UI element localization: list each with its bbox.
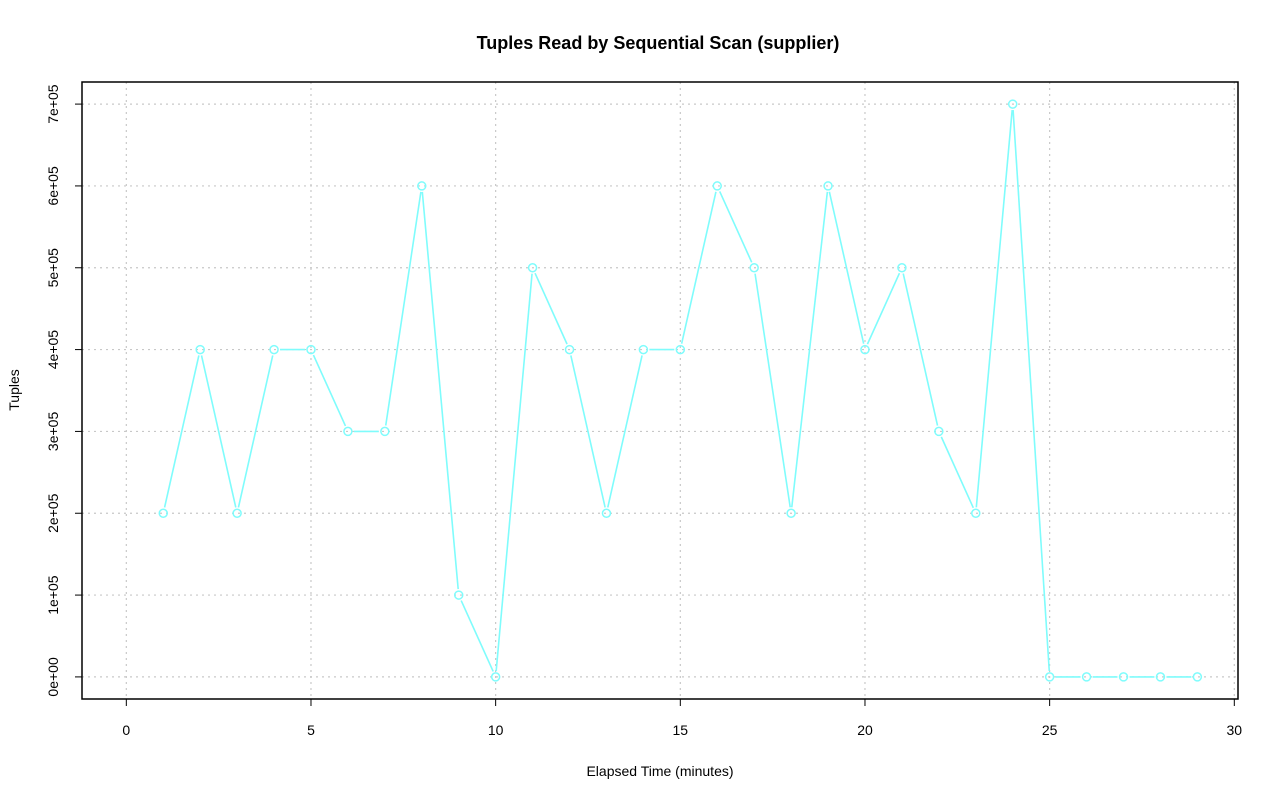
series-line-segment [460, 600, 494, 672]
data-point [1044, 672, 1055, 682]
y-tick-label: 6e+05 [45, 166, 61, 206]
data-point [269, 344, 279, 355]
series-line-segment [237, 355, 274, 508]
series-line-segment [312, 354, 347, 427]
series-line-segment [828, 191, 865, 344]
series-line-segment [570, 355, 606, 508]
x-tick-label: 25 [1042, 722, 1058, 738]
data-point [158, 508, 169, 518]
data-point [712, 181, 722, 191]
x-tick-label: 15 [673, 722, 689, 738]
data-point [860, 344, 870, 355]
series-line-segment [718, 191, 753, 263]
series-line-segment [534, 272, 568, 345]
data-point [749, 263, 759, 273]
data-point [786, 508, 796, 518]
data-point [1155, 672, 1166, 682]
data-point [195, 344, 205, 355]
data-point [380, 426, 390, 437]
series-line-segment [902, 273, 939, 426]
y-tick-label: 3e+05 [45, 412, 61, 452]
plot-frame [81, 81, 1239, 700]
series-line-segment [421, 191, 459, 590]
series-line-segment [495, 273, 533, 672]
data-point [490, 672, 501, 682]
data-point [675, 344, 686, 355]
x-tick-label: 20 [857, 722, 873, 738]
y-tick-label: 4e+05 [45, 330, 61, 370]
data-point [1118, 672, 1129, 682]
data-point [823, 181, 833, 191]
x-axis-label: Elapsed Time (minutes) [586, 763, 733, 779]
x-tick-label: 30 [1227, 722, 1243, 738]
series-line-segment [754, 273, 792, 508]
y-tick-label: 2e+05 [45, 493, 61, 533]
data-point [527, 263, 538, 273]
series-line-segment [1012, 110, 1051, 671]
x-tick-label: 0 [122, 722, 130, 738]
data-point [971, 508, 981, 518]
data-point [934, 426, 944, 437]
series-line-segment [384, 191, 422, 426]
series-line-segment [790, 191, 829, 508]
data-point [1081, 672, 1092, 682]
data-point [638, 344, 649, 355]
y-tick-label: 5e+05 [45, 248, 61, 288]
y-tick-label: 7e+05 [45, 84, 61, 124]
y-tick-label: 0e+00 [45, 657, 61, 697]
series-line-segment [940, 436, 975, 509]
data-point [1007, 99, 1018, 109]
data-point [306, 344, 316, 355]
grid-lines [82, 82, 1238, 699]
x-tick-label: 5 [307, 722, 315, 738]
data-point [453, 590, 464, 600]
series-line-segment [606, 355, 643, 508]
series-line-segment [866, 272, 901, 345]
series-line-segment [163, 355, 200, 508]
series-line-segment [975, 109, 1013, 508]
series-line-segment [680, 191, 717, 344]
series-line-segment [200, 355, 237, 508]
x-tick-label: 10 [488, 722, 504, 738]
data-point [601, 508, 612, 518]
chart-title: Tuples Read by Sequential Scan (supplier… [477, 33, 840, 53]
axes: 0 5 10 15 20 25 30 0e+00 1e+05 2e+05 3e+05 4e+05 5e+… [45, 84, 1242, 738]
data-point [897, 263, 907, 273]
y-tick-label: 1e+05 [45, 575, 61, 615]
data-point [564, 344, 575, 355]
data-point [232, 508, 242, 518]
y-axis-label: Tuples [6, 369, 22, 411]
data-point [1192, 672, 1203, 682]
data-point [417, 181, 427, 191]
series-line-group [158, 99, 1203, 682]
data-point [343, 426, 353, 437]
